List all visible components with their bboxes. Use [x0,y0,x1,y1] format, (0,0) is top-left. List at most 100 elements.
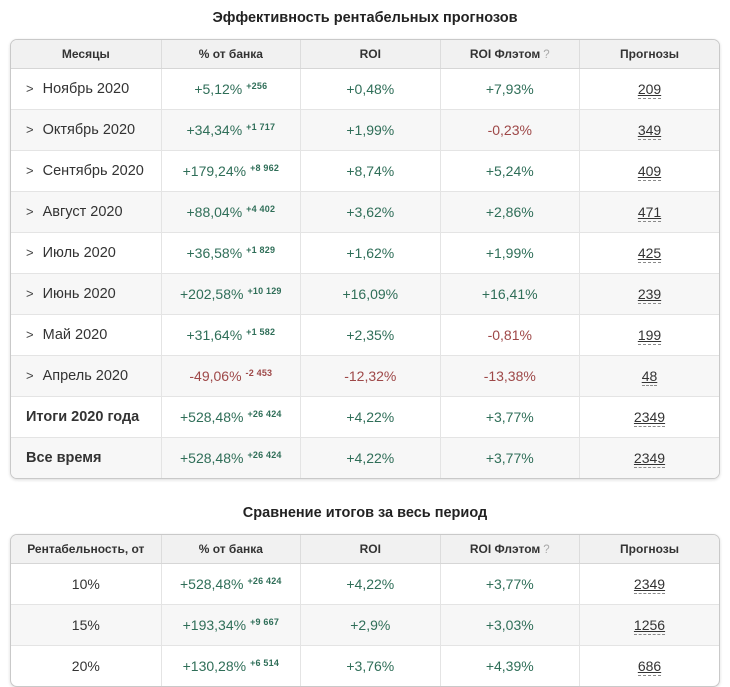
forecasts-link[interactable]: 209 [637,81,662,99]
roi-flat-value: -0,81% [487,327,532,343]
month-cell[interactable]: > Май 2020 [11,314,162,356]
roi-flat-cell: +3,77% [440,437,581,478]
bank-value: -49,06% [189,368,242,384]
roi-flat-value: -13,38% [483,368,536,384]
forecasts-link[interactable]: 239 [637,286,662,304]
forecasts-cell: 48 [579,355,719,397]
forecasts-link[interactable]: 199 [637,327,662,345]
roi-cell: +4,22% [300,563,441,605]
roi-value: -12,32% [344,368,397,384]
bank-delta: -2 453 [245,368,273,378]
forecasts-link[interactable]: 2349 [633,450,666,468]
table2-header-row: Рентабельность, от % от банка ROI ROI Фл… [11,535,719,564]
profitability-cell: 15% [11,604,162,646]
bank-value: +88,04% [186,204,243,220]
roi-value: +4,22% [346,576,395,592]
month-label: Июнь 2020 [42,286,116,302]
roi-value: +4,22% [346,409,395,425]
roi-value: +4,22% [346,450,395,466]
forecasts-link[interactable]: 2349 [633,576,666,594]
table-row: > Июль 2020 +36,58% +1 829 +1,62% +1,99% 4… [11,232,719,274]
forecasts-link[interactable]: 425 [637,245,662,263]
month-label: Октябрь 2020 [42,122,136,138]
forecasts-link[interactable]: 1256 [633,617,666,635]
chevron-right-icon: > [26,368,34,383]
bank-cell: +34,34% +1 717 [161,109,302,151]
summary-label-cell: Все время [11,437,162,478]
help-icon[interactable]: ? [543,544,550,556]
roi-flat-value: +5,24% [485,163,534,179]
bank-value: +202,58% [180,286,244,302]
bank-cell: +31,64% +1 582 [161,314,302,356]
forecasts-link[interactable]: 349 [637,122,662,140]
help-icon[interactable]: ? [543,49,550,61]
month-cell[interactable]: > Июль 2020 [11,232,162,274]
roi-cell: -12,32% [300,355,441,397]
month-cell[interactable]: > Июнь 2020 [11,273,162,315]
roi-value: +3,62% [346,204,395,220]
month-label: Август 2020 [42,204,123,220]
table1-header-row: Месяцы % от банка ROI ROI Флэтом? Прогно… [11,40,719,69]
month-cell[interactable]: > Апрель 2020 [11,355,162,397]
bank-cell: +202,58% +10 129 [161,273,302,315]
bank-delta: +9 667 [250,617,280,627]
month-label: Май 2020 [42,327,108,343]
forecasts-cell: 471 [579,191,719,233]
table-row: 10% +528,48% +26 424 +4,22% +3,77% 2349 [11,563,720,605]
forecasts-cell: 2349 [579,437,719,478]
roi-flat-cell: +5,24% [440,150,581,192]
forecasts-link[interactable]: 2349 [633,409,666,427]
roi-value: +1,62% [346,245,395,261]
bank-delta: +1 717 [246,122,276,132]
forecasts-cell: 1256 [579,604,719,646]
roi-value: +8,74% [346,163,395,179]
bank-cell: -49,06% -2 453 [161,355,302,397]
forecasts-cell: 349 [579,109,719,151]
period-comparison-table: Рентабельность, от % от банка ROI ROI Фл… [10,534,720,687]
roi-cell: +4,22% [300,396,441,438]
col-bank-percent: % от банка [161,40,302,69]
col-forecasts: Прогнозы [579,40,719,69]
month-cell[interactable]: > Ноябрь 2020 [11,68,162,110]
summary-label: Все время [26,450,102,466]
bank-cell: +528,48% +26 424 [161,563,302,605]
roi-value: +2,35% [346,327,395,343]
bank-cell: +528,48% +26 424 [161,437,302,478]
bank-value: +193,34% [182,617,247,633]
col-months: Месяцы [11,40,162,69]
roi-flat-value: +3,77% [485,576,534,592]
bank-delta: +10 129 [247,286,282,296]
forecasts-link[interactable]: 48 [641,368,658,386]
month-cell[interactable]: > Август 2020 [11,191,162,233]
roi-flat-value: +4,39% [485,658,534,674]
forecasts-cell: 409 [579,150,719,192]
roi-cell: +0,48% [300,68,441,110]
forecasts-link[interactable]: 409 [637,163,662,181]
col-roi-flat: ROI Флэтом? [440,535,581,564]
forecasts-cell: 209 [580,69,720,110]
chevron-right-icon: > [26,245,34,260]
forecasts-link[interactable]: 471 [637,204,662,222]
forecasts-cell: 425 [579,232,719,274]
month-cell[interactable]: > Октябрь 2020 [11,109,162,151]
roi-cell: +1,62% [300,232,441,274]
roi-flat-value: +7,93% [485,81,534,97]
forecasts-link[interactable]: 686 [637,658,662,676]
table-row: 20% +130,28% +6 514 +3,76% +4,39% 686 [11,645,719,686]
chevron-right-icon: > [26,122,34,137]
month-label: Сентябрь 2020 [42,163,144,179]
roi-flat-value: +3,77% [485,409,534,425]
month-cell[interactable]: > Сентябрь 2020 [11,150,162,192]
roi-cell: +2,35% [300,314,441,356]
roi-cell: +3,76% [300,645,441,686]
forecasts-cell: 2349 [580,564,720,605]
bank-value: +179,24% [182,163,247,179]
table-row: > Август 2020 +88,04% +4 402 +3,62% +2,86%… [11,191,719,233]
bank-delta: +8 962 [250,163,280,173]
bank-cell: +5,12% +256 [161,68,302,110]
col-roi-flat: ROI Флэтом? [440,40,581,69]
table1-title: Эффективность рентабельных прогнозов [212,10,518,26]
table-row: 15% +193,34% +9 667 +2,9% +3,03% 1256 [11,604,719,646]
profitability-cell: 10% [11,563,162,605]
roi-flat-cell: +3,77% [440,563,581,605]
